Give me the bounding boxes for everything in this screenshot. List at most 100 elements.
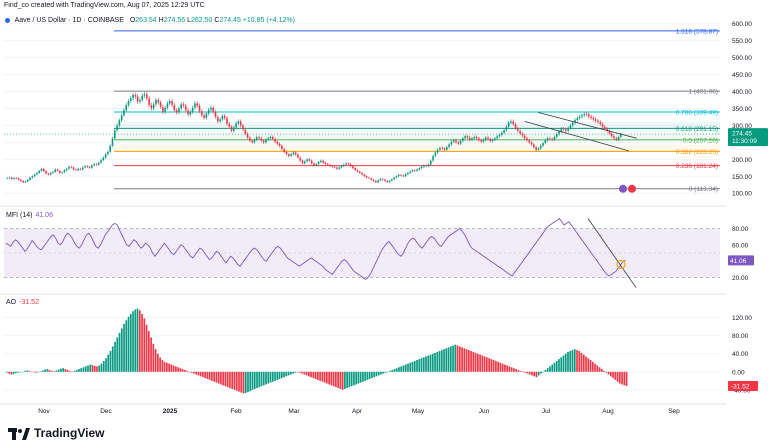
candle-body (553, 136, 556, 140)
fib-zone (114, 121, 720, 129)
candle-body (77, 168, 79, 171)
candle-body (498, 134, 501, 137)
ao-tick-label: 40.00 (732, 351, 749, 358)
ao-bar (589, 360, 592, 372)
candle-body (127, 100, 130, 106)
ao-bar (238, 371, 240, 392)
candle-body (88, 166, 91, 168)
candle-body (427, 164, 430, 167)
ao-bar (55, 370, 58, 372)
ao-bar (285, 371, 288, 377)
price-tick-label: 400.00 (732, 89, 752, 96)
candle-body (95, 164, 98, 165)
candle-body (196, 103, 199, 106)
last-price-tag (728, 128, 768, 147)
ao-bar (235, 371, 238, 391)
price-tick-label: 350.00 (732, 106, 752, 113)
candle-body (242, 125, 244, 130)
ao-bar (26, 370, 28, 372)
ao-bar (427, 355, 430, 372)
candle-body (233, 127, 235, 131)
candle-body (482, 139, 485, 142)
candle-body (68, 166, 70, 169)
ao-bar (504, 364, 506, 372)
ao-title: AO (6, 299, 17, 306)
ao-bar (580, 352, 583, 372)
candle-body (336, 167, 338, 169)
fib-zone (114, 144, 720, 152)
ao-bar (197, 371, 200, 376)
ao-bar (48, 369, 51, 372)
candle-body (535, 147, 537, 150)
ao-bar (184, 369, 186, 372)
ao-bar (558, 359, 560, 372)
ao-bar (567, 351, 569, 372)
candle-body (617, 136, 620, 140)
tradingview-logo[interactable]: TradingView (8, 426, 104, 440)
ao-bar (587, 358, 590, 372)
tradingview-logo-icon (8, 427, 30, 440)
candle-body (494, 138, 496, 140)
ao-bar (37, 371, 40, 373)
ao-bar (362, 371, 364, 382)
ao-bar (141, 313, 143, 372)
candle-body (255, 137, 258, 140)
candle-body (45, 171, 47, 174)
ao-bar (292, 371, 294, 374)
ao-bar (440, 350, 443, 372)
ao-bar (78, 369, 80, 372)
candle-body (615, 138, 618, 140)
candle-body (107, 151, 109, 155)
candle-body (61, 172, 63, 173)
ao-bar (353, 371, 355, 386)
mfi-value: 41.06 (35, 212, 53, 219)
candle-body (123, 110, 125, 116)
candle-body (320, 160, 322, 163)
ao-bar (600, 369, 603, 372)
ao-bar (337, 371, 339, 389)
ao-bar (123, 323, 125, 372)
ao-bar (553, 362, 556, 372)
ao-bar (30, 371, 33, 373)
symbol-legend[interactable]: Aave / US Dollar · 1D · COINBASE O263.54… (4, 17, 295, 24)
candle-body (581, 115, 583, 117)
ao-bar (10, 371, 13, 375)
ao-bar (465, 349, 468, 372)
ao-bar (335, 371, 337, 388)
ao-bar (474, 352, 477, 372)
mfi-legend[interactable]: MFI (14) 41.06 (6, 212, 53, 219)
ao-bar (118, 332, 121, 372)
candle-body (448, 144, 450, 148)
ao-bar (573, 349, 576, 372)
ao-bar (384, 371, 387, 373)
time-tick-label: Mar (288, 408, 300, 415)
candle-body (322, 160, 324, 163)
candle-body (610, 133, 613, 137)
ao-bar (409, 362, 412, 372)
candle-body (244, 129, 247, 134)
high-value: 274.56 (163, 17, 186, 24)
candle-body (299, 157, 302, 161)
ao-bar (357, 371, 360, 384)
candle-body (565, 129, 567, 131)
candle-body (210, 107, 212, 110)
ao-bar (28, 370, 31, 372)
candle-body (397, 174, 400, 177)
candle-body (157, 99, 160, 103)
candle-body (148, 98, 150, 106)
price-tick-label: 450.00 (732, 72, 752, 79)
ao-legend[interactable]: AO -31.52 (6, 299, 39, 306)
ao-bar (289, 371, 292, 375)
ao-bar (134, 309, 137, 372)
candle-body (571, 122, 574, 126)
ao-bar (328, 371, 330, 385)
ao-value-tag-label: -31.52 (731, 384, 750, 391)
candle-body (370, 178, 373, 180)
candle-body (180, 104, 182, 109)
ao-bar (107, 354, 110, 372)
fib-level-label: 0.786 (339.49) (676, 110, 718, 117)
ao-bar (443, 349, 445, 372)
ao-bar (393, 369, 396, 372)
candle-body (194, 103, 196, 108)
